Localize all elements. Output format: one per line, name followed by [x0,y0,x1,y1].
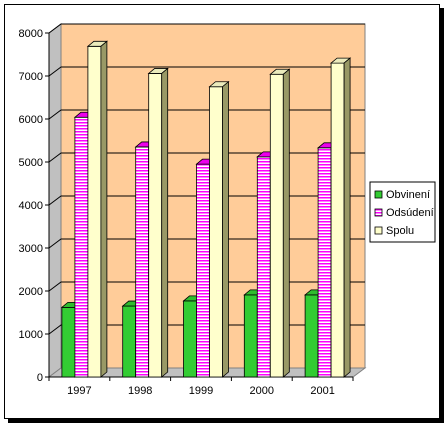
y-tick-label: 1000 [19,329,43,341]
y-tick-label: 5000 [19,157,43,169]
bar [135,146,150,378]
bar-side [161,67,169,378]
bar-side [222,80,229,378]
bar [122,305,137,378]
gridline [48,66,365,77]
bar [148,73,163,378]
chart-frame: 0 1000 2000 3000 4000 5000 6000 7000 8000 1997 199… [4,4,440,419]
y-tick-label: 0 [37,372,43,384]
legend-label: Spolu [386,225,414,237]
gridline [48,109,365,120]
x-tick-label: 1999 [189,385,213,397]
bar [304,294,319,378]
bar [209,86,223,378]
y-tick-label: 8000 [19,28,43,40]
bar [87,45,102,378]
x-tick-label: 2000 [250,385,274,397]
y-tick-label: 3000 [19,243,43,255]
legend-swatch [374,190,383,199]
bar [330,62,345,378]
legend-swatch [374,208,383,217]
legend-swatch [374,226,383,235]
bar [317,147,332,378]
bar-side [100,40,108,378]
y-tick-label: 4000 [19,200,43,212]
x-tick-label: 1997 [67,385,91,397]
y-tick-label: 7000 [19,71,43,83]
bar [243,294,258,378]
bar [256,156,271,378]
bar-side [343,57,351,378]
y-tick-label: 6000 [19,114,43,126]
x-tick-label: 2001 [310,385,334,397]
chart: 0 1000 2000 3000 4000 5000 6000 7000 8000 1997 199… [19,23,436,397]
bar [269,73,284,378]
bar [183,300,197,378]
bar [74,116,89,378]
legend-label: Odsúdení [386,207,434,219]
gridline [48,23,365,34]
bar-side [282,68,290,378]
legend-label: Obvinení [386,189,430,201]
x-tick-label: 1998 [128,385,152,397]
plot-area: 0 1000 2000 3000 4000 5000 6000 7000 8000 1997 199… [19,23,367,397]
bar [196,163,210,378]
y-tick-label: 2000 [19,286,43,298]
legend: Obvinení Odsúdení Spolu [369,181,436,243]
bar [61,306,76,378]
